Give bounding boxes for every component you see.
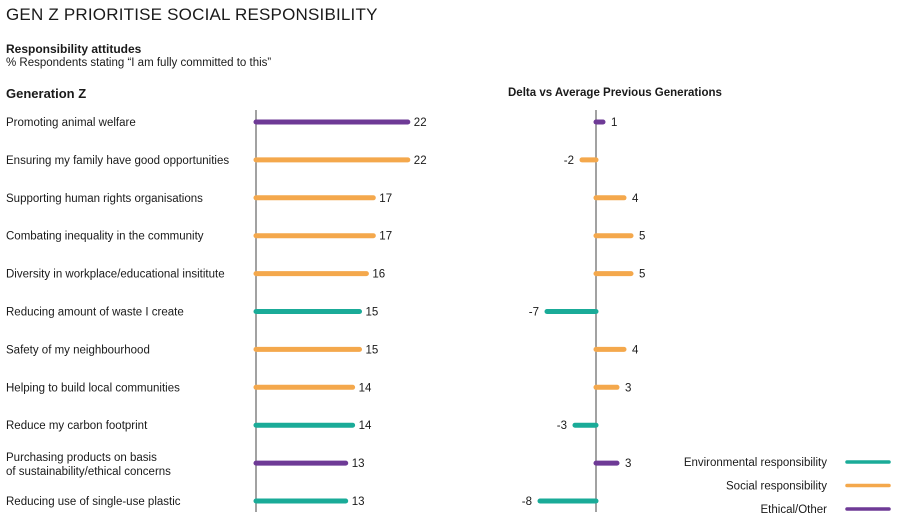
gen-z-value-label: 17: [379, 231, 392, 243]
gen-z-value-label: 22: [414, 117, 427, 129]
category-label: Ensuring my family have good opportuniti…: [6, 155, 229, 167]
delta-value-label: 5: [639, 269, 645, 281]
delta-value-label: 3: [625, 458, 631, 470]
delta-value-label: -2: [564, 155, 574, 167]
legend-label: Ethical/Other: [761, 504, 828, 516]
chart-subtitle: Responsibility attitudes: [6, 42, 142, 56]
category-label: Supporting human rights organisations: [6, 193, 203, 205]
legend-label: Environmental responsibility: [684, 457, 827, 469]
category-label: Promoting animal welfare: [6, 117, 136, 129]
delta-value-label: 4: [632, 344, 639, 356]
category-label: Helping to build local communities: [6, 382, 180, 394]
page-title: GEN Z PRIORITISE SOCIAL RESPONSIBILITY: [6, 5, 378, 24]
delta-value-label: 4: [632, 193, 639, 205]
right-panel-heading: Delta vs Average Previous Generations: [508, 87, 722, 99]
delta-value-label: 3: [625, 382, 631, 394]
delta-value-label: -8: [522, 496, 532, 508]
category-label: Safety of my neighbourhood: [6, 344, 150, 356]
gen-z-value-label: 13: [352, 496, 365, 508]
category-label: Diversity in workplace/educational insit…: [6, 269, 225, 281]
delta-value-label: 1: [611, 117, 617, 129]
gen-z-value-label: 22: [414, 155, 427, 167]
gen-z-value-label: 14: [359, 420, 372, 432]
gen-z-value-label: 15: [366, 307, 379, 319]
gen-z-value-label: 14: [359, 382, 372, 394]
gen-z-value-label: 17: [379, 193, 392, 205]
delta-value-label: 5: [639, 231, 645, 243]
gen-z-value-label: 16: [372, 269, 385, 281]
delta-value-label: -3: [557, 420, 567, 432]
category-label: Purchasing products on basis of sustainab…: [6, 452, 171, 478]
gen-z-value-label: 13: [352, 458, 365, 470]
gen-z-value-label: 15: [366, 344, 379, 356]
category-label: Reduce my carbon footprint: [6, 420, 148, 432]
legend-label: Social responsibility: [726, 481, 827, 493]
category-label: Reducing use of single-use plastic: [6, 496, 181, 508]
chart-note: % Respondents stating “I am fully commit…: [6, 57, 272, 69]
category-label: Combating inequality in the community: [6, 231, 204, 243]
category-label: Reducing amount of waste I create: [6, 307, 184, 319]
left-panel-heading: Generation Z: [6, 86, 87, 101]
delta-value-label: -7: [529, 307, 539, 319]
